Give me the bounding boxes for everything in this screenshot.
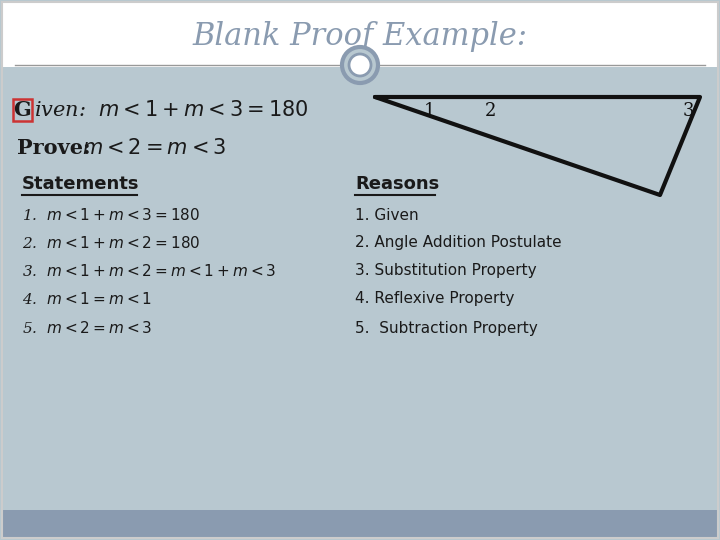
Text: 1: 1: [424, 102, 436, 120]
Circle shape: [342, 47, 378, 83]
FancyBboxPatch shape: [2, 510, 718, 538]
Circle shape: [349, 54, 371, 76]
Text: G: G: [14, 100, 32, 120]
Text: Statements: Statements: [22, 175, 140, 193]
Text: 5.  $m < 2 = m < 3$: 5. $m < 2 = m < 3$: [22, 320, 153, 336]
Text: 2.  $m < 1 + m < 2 = 180$: 2. $m < 1 + m < 2 = 180$: [22, 235, 200, 251]
Text: 3: 3: [683, 102, 694, 120]
Text: Blank Proof Example:: Blank Proof Example:: [192, 22, 528, 52]
Text: Prove:: Prove:: [17, 138, 98, 158]
Text: 1. Given: 1. Given: [355, 207, 418, 222]
FancyBboxPatch shape: [2, 2, 718, 67]
Text: 2. Angle Addition Postulate: 2. Angle Addition Postulate: [355, 235, 562, 251]
Text: iven:  $m < 1 + m < 3 = 180$: iven: $m < 1 + m < 3 = 180$: [34, 100, 309, 120]
Text: 4.  $m < 1 = m < 1$: 4. $m < 1 = m < 1$: [22, 291, 152, 307]
Text: 1.  $m < 1 + m < 3 = 180$: 1. $m < 1 + m < 3 = 180$: [22, 207, 200, 223]
Text: 3. Substitution Property: 3. Substitution Property: [355, 264, 536, 279]
Text: $m < 2 = m < 3$: $m < 2 = m < 3$: [82, 138, 227, 158]
Text: 5.  Subtraction Property: 5. Subtraction Property: [355, 321, 538, 335]
Text: 3.  $m < 1 + m < 2 = m < 1 + m < 3$: 3. $m < 1 + m < 2 = m < 1 + m < 3$: [22, 263, 276, 279]
Text: Reasons: Reasons: [355, 175, 439, 193]
Text: 4. Reflexive Property: 4. Reflexive Property: [355, 292, 514, 307]
Text: 2: 2: [485, 102, 495, 120]
